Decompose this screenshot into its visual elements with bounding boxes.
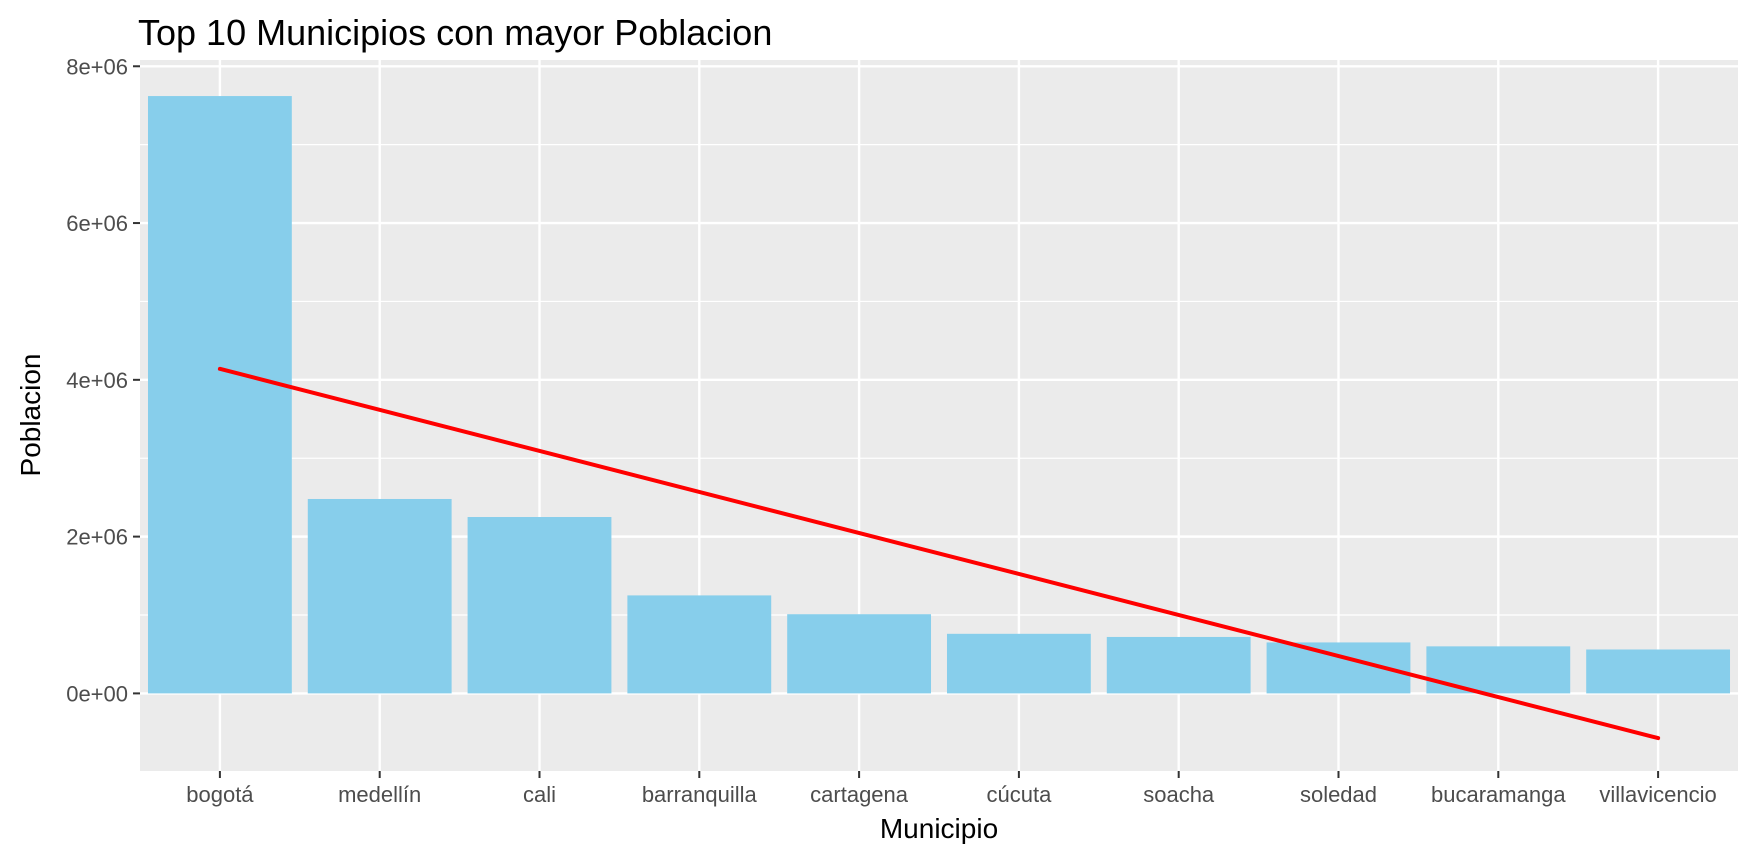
bar-soacha	[1106, 636, 1251, 694]
bar-cali	[467, 517, 612, 694]
bar-cartagena	[787, 614, 932, 694]
x-axis: bogotá medellín cali barranquilla cartagena c…	[186, 771, 1717, 807]
y-tick-label: 4e+06	[66, 368, 128, 393]
trend-line	[217, 366, 1661, 741]
x-tick-label: soacha	[1143, 782, 1215, 807]
chart-title: Top 10 Municipios con mayor Poblacion	[138, 12, 772, 53]
x-tick-label: cúcuta	[986, 782, 1052, 807]
bar-bucaramanga	[1426, 646, 1571, 694]
x-tick-label: barranquilla	[642, 782, 758, 807]
x-tick-label: soledad	[1300, 782, 1377, 807]
y-tick-label: 8e+06	[66, 54, 128, 79]
bar-barranquilla	[627, 595, 772, 694]
y-axis: 0e+00 2e+06 4e+06 6e+06 8e+06	[66, 54, 140, 706]
trend-line-group	[217, 366, 1661, 741]
x-axis-label: Municipio	[880, 813, 998, 844]
bar-cúcuta	[946, 633, 1091, 694]
x-tick-label: medellín	[338, 782, 421, 807]
y-axis-label: Poblacion	[15, 354, 46, 477]
y-tick-label: 0e+00	[66, 681, 128, 706]
bar-bogotá	[147, 96, 292, 694]
y-tick-label: 2e+06	[66, 525, 128, 550]
x-tick-label: cali	[523, 782, 556, 807]
x-tick-label: bucaramanga	[1431, 782, 1566, 807]
y-tick-label: 6e+06	[66, 211, 128, 236]
bars	[147, 96, 1731, 694]
bar-villavicencio	[1586, 649, 1731, 694]
x-tick-label: villavicencio	[1599, 782, 1716, 807]
x-tick-label: bogotá	[186, 782, 254, 807]
x-tick-label: cartagena	[810, 782, 909, 807]
bar-medellín	[307, 498, 452, 694]
